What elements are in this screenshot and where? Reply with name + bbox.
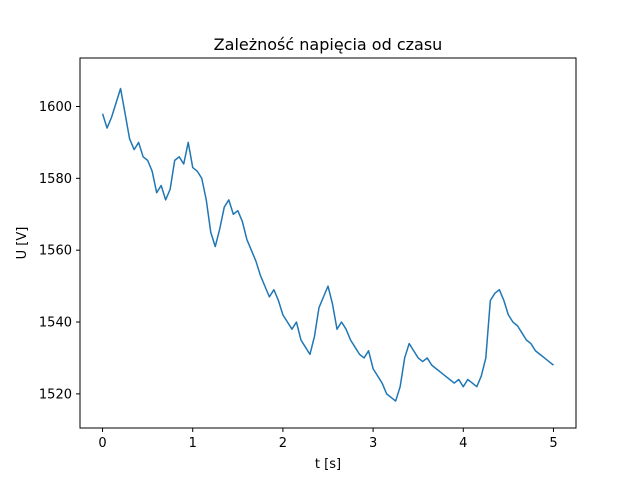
x-tick-label: 0 [98,436,106,451]
y-tick-label: 1520 [39,387,72,402]
x-tick-label: 1 [189,436,197,451]
x-tick-label: 5 [549,436,557,451]
y-axis: 1520 1540 1560 1580 1600 [39,100,80,402]
x-axis-label: t [s] [315,457,341,472]
x-tick-label: 4 [459,436,467,451]
y-tick-label: 1540 [39,316,72,331]
series-line-0 [101,87,554,402]
x-tick-label: 2 [279,436,287,451]
y-tick-label: 1560 [39,244,72,259]
x-tick-label: 3 [369,436,377,451]
chart-title: Zależność napięcia od czasu [214,35,443,54]
plot-frame [79,57,577,429]
y-tick-label: 1580 [39,172,72,187]
y-axis-label: U [V] [15,227,30,260]
y-tick-label: 1600 [39,100,72,115]
series-group [101,87,554,402]
x-axis: 0 1 2 3 4 5 [98,428,558,451]
